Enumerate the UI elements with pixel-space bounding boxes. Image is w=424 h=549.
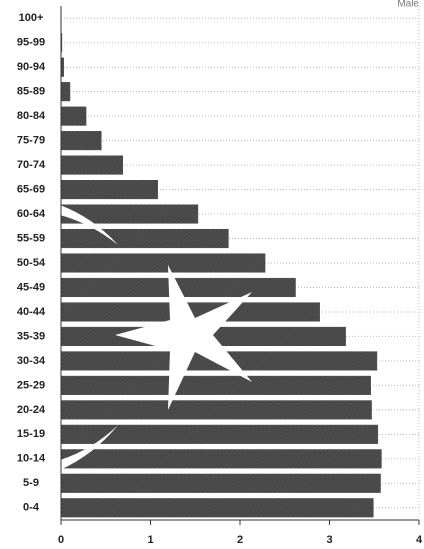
y-tick-label: 0-4 [23,502,40,514]
y-tick-label: 50-54 [17,257,46,269]
y-tick-label: 80-84 [17,110,46,122]
bar [60,400,372,420]
y-tick-label: 35-39 [17,330,45,342]
bar [60,498,374,518]
y-tick-label: 100+ [19,12,44,24]
star [115,265,252,410]
y-tick-label: 95-99 [17,37,45,49]
y-tick-label: 65-69 [17,183,45,195]
y-tick-label: 90-94 [17,61,46,73]
x-tick-label: 4 [416,534,423,546]
bar [60,253,266,273]
bar [60,473,381,493]
y-tick-label: 55-59 [17,232,45,244]
x-tick-label: 2 [237,534,243,546]
bar [60,131,102,151]
y-tick-label: 10-14 [17,453,46,465]
bar [60,375,371,395]
bar [60,180,158,200]
bars [60,33,382,518]
crescent-bottom [60,425,118,470]
legend-label: Male [397,0,419,10]
y-tick-label: 75-79 [17,135,45,147]
y-tick-label: 5-9 [23,477,39,489]
x-tick-label: 1 [147,534,153,546]
y-tick-label: 60-64 [17,208,46,220]
y-tick-label: 15-19 [17,428,45,440]
y-tick-label: 20-24 [17,404,46,416]
y-tick-label: 70-74 [17,159,46,171]
x-tick-label: 3 [326,534,332,546]
bar [60,228,229,249]
x-tick-label: 0 [58,534,64,546]
axes: 0 1 2 3 4 Male 100+ 95-99 90-94 85-89 80-84 75-79 70… [17,0,423,546]
bar [60,82,71,102]
flag-emblem [60,205,252,470]
bar [60,449,382,469]
y-tick-label: 85-89 [17,86,45,98]
y-tick-label: 40-44 [17,306,46,318]
crescent-top [60,205,118,245]
bar [60,106,87,126]
y-tick-label: 45-49 [17,281,45,293]
y-tick-label: 30-34 [17,355,46,367]
y-tick-label: 25-29 [17,379,45,391]
bar [60,155,124,175]
